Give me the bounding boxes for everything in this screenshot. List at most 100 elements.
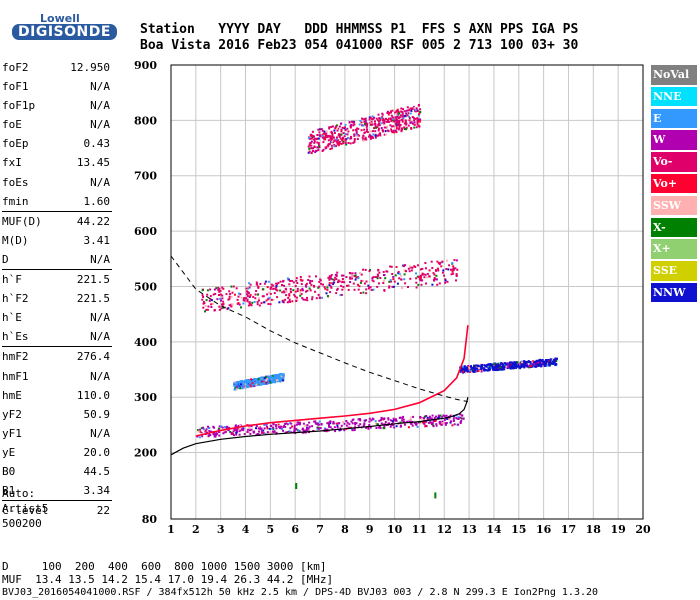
- legend-item: X+: [651, 239, 697, 259]
- echo-point: [338, 140, 341, 143]
- echo-point: [328, 276, 331, 279]
- echo-point: [517, 364, 520, 366]
- echo-point: [386, 110, 389, 113]
- echo-point: [260, 302, 263, 305]
- muf-curve: [170, 255, 468, 403]
- echo-point: [405, 112, 408, 115]
- echo-point: [416, 117, 419, 120]
- echo-point: [219, 293, 222, 296]
- echo-point: [331, 147, 333, 150]
- echo-point: [245, 381, 248, 384]
- echo-point: [264, 381, 267, 384]
- echo-point: [271, 381, 274, 384]
- echo-point: [425, 267, 427, 270]
- header-line-1: Station YYYY DAY DDD HHMMSS P1 FFS S AXN…: [140, 22, 579, 37]
- echo-point: [343, 135, 346, 138]
- echo-point: [328, 127, 331, 130]
- echo-point: [400, 110, 403, 113]
- legend-item: Vo+: [651, 173, 697, 194]
- echo-point: [418, 278, 421, 281]
- echo-point: [527, 360, 530, 363]
- echo-point: [481, 366, 483, 368]
- echo-point: [449, 414, 452, 417]
- echo-point: [355, 276, 358, 279]
- echo-point: [255, 283, 258, 286]
- echo-point: [374, 123, 377, 125]
- echo-point: [347, 136, 349, 139]
- echo-point: [289, 288, 292, 290]
- echo-point: [378, 120, 380, 123]
- echo-point: [434, 278, 437, 281]
- echo-point: [276, 296, 279, 299]
- echo-point: [318, 131, 321, 134]
- echo-point: [297, 421, 300, 424]
- echo-point: [407, 426, 410, 429]
- echo-point: [281, 291, 284, 294]
- echo-point: [324, 428, 327, 431]
- echo-point: [317, 286, 320, 289]
- echo-point: [225, 293, 228, 296]
- echo-point: [285, 431, 288, 434]
- echo-point: [264, 280, 267, 283]
- echo-point: [423, 422, 426, 425]
- echo-point: [327, 296, 330, 299]
- echo-point: [357, 288, 360, 291]
- x-tick-label: 19: [611, 523, 626, 536]
- echo-point: [400, 424, 402, 427]
- echo-point: [360, 279, 363, 282]
- echo-point: [396, 115, 398, 118]
- echo-point: [281, 374, 284, 376]
- echo-point: [416, 123, 419, 126]
- echo-point: [282, 376, 285, 379]
- echo-point: [221, 303, 223, 306]
- echo-point: [394, 274, 397, 277]
- echo-point: [390, 125, 393, 128]
- echo-point: [254, 293, 257, 296]
- echo-point: [462, 367, 465, 370]
- echo-point: [232, 285, 235, 288]
- echo-point: [363, 419, 366, 422]
- echo-point: [518, 366, 521, 369]
- param-value: 50.9: [83, 407, 111, 421]
- echo-point: [429, 420, 432, 423]
- echo-point: [304, 298, 307, 301]
- echo-point: [355, 422, 358, 425]
- echo-point: [369, 136, 372, 139]
- echo-point: [262, 295, 265, 298]
- echo-point: [250, 378, 253, 381]
- echo-point: [536, 362, 539, 365]
- echo-point: [395, 125, 398, 128]
- echo-point: [255, 425, 258, 427]
- echo-point: [334, 273, 337, 276]
- echo-point: [229, 293, 232, 295]
- echo-point: [389, 265, 392, 268]
- echo-point: [503, 368, 506, 371]
- echo-point: [257, 286, 260, 289]
- echo-point: [280, 375, 283, 378]
- echo-point: [317, 142, 320, 145]
- echo-point: [371, 115, 374, 118]
- param-row: h`Es N/A: [2, 327, 110, 346]
- echo-point: [401, 118, 404, 121]
- echo-point: [367, 427, 370, 430]
- echo-point: [227, 298, 230, 301]
- echo-point: [358, 418, 361, 420]
- legend: NoVal NNE E W Vo- Vo+ SSW X- X+ SSE NNW: [651, 65, 697, 305]
- echo-point: [526, 363, 529, 366]
- echo-point: [393, 131, 396, 134]
- param-value: N/A: [90, 330, 110, 344]
- echo-point: [365, 288, 368, 291]
- echo-point: [502, 364, 505, 367]
- echo-point: [441, 420, 444, 423]
- echo-point: [391, 273, 394, 275]
- echo-point: [209, 434, 212, 436]
- echo-point: [420, 283, 423, 286]
- echo-point: [401, 111, 404, 114]
- echo-point: [351, 422, 354, 425]
- echo-point: [356, 138, 359, 140]
- echo-point: [395, 266, 398, 268]
- echo-point: [260, 431, 263, 434]
- echo-point: [235, 287, 238, 290]
- echo-point: [385, 118, 388, 120]
- echo-point: [256, 303, 259, 306]
